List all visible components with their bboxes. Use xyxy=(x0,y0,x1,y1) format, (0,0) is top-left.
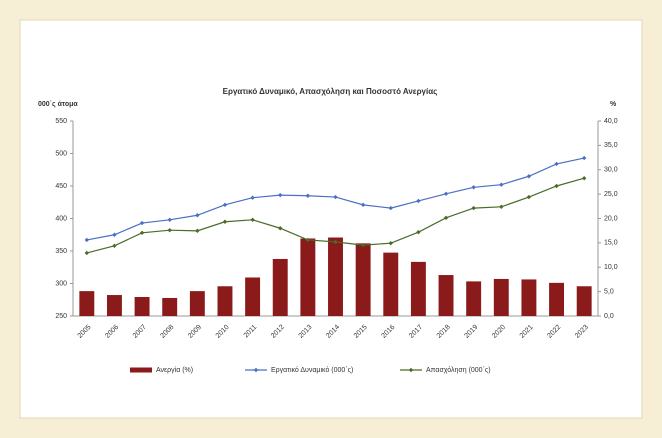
marker xyxy=(499,182,504,187)
marker xyxy=(471,185,476,190)
marker xyxy=(554,161,559,167)
marker xyxy=(84,250,90,256)
legend-label: Απασχόληση (000΄ς) xyxy=(426,366,491,374)
y2-tick-label: 20,0 xyxy=(604,215,618,222)
marker xyxy=(416,229,421,235)
bar xyxy=(217,286,233,316)
marker xyxy=(222,219,228,224)
bar xyxy=(106,295,122,316)
bar xyxy=(162,297,178,316)
marker xyxy=(112,243,117,248)
y-tick-label: 400 xyxy=(55,215,67,222)
y2-tick-label: 25,0 xyxy=(604,191,618,198)
y-axis-label: 000΄ς άτομα xyxy=(38,101,78,108)
marker xyxy=(388,205,393,211)
y2-tick-label: 5,0 xyxy=(604,288,614,295)
bar xyxy=(189,291,205,316)
bar xyxy=(493,278,509,316)
legend-swatch xyxy=(253,367,259,373)
legend-swatch xyxy=(408,367,414,373)
marker xyxy=(84,237,90,243)
y-tick-label: 250 xyxy=(55,313,67,320)
marker xyxy=(195,228,200,234)
marker xyxy=(416,198,421,204)
marker xyxy=(554,183,559,189)
marker xyxy=(139,220,145,226)
bar xyxy=(383,252,399,316)
bar xyxy=(576,286,592,316)
marker xyxy=(167,228,172,233)
bar xyxy=(549,282,565,316)
marker xyxy=(443,191,449,196)
marker xyxy=(388,241,393,246)
bar xyxy=(79,291,95,316)
bar xyxy=(272,258,288,316)
marker xyxy=(333,239,338,245)
marker xyxy=(581,176,587,181)
bar xyxy=(134,296,150,316)
bar xyxy=(245,277,261,316)
chart-title: Εργατικό Δυναμικό, Απασχόληση και Ποσοστ… xyxy=(223,87,438,96)
y2-tick-label: 40,0 xyxy=(604,118,618,125)
bar xyxy=(355,243,371,316)
y2-axis-label: % xyxy=(610,101,617,108)
y-tick-label: 300 xyxy=(55,280,67,287)
marker xyxy=(499,204,504,209)
y-tick-label: 550 xyxy=(55,118,67,125)
y2-tick-label: 10,0 xyxy=(604,264,618,271)
marker xyxy=(278,192,283,198)
marker xyxy=(333,194,338,200)
legend-label: Ανεργία (%) xyxy=(156,366,193,374)
y2-tick-label: 15,0 xyxy=(604,240,618,247)
panel xyxy=(19,19,643,419)
marker xyxy=(112,232,117,237)
y2-tick-label: 30,0 xyxy=(604,167,618,174)
y-tick-label: 350 xyxy=(55,248,67,255)
bar xyxy=(300,238,316,316)
y2-tick-label: 35,0 xyxy=(604,142,618,149)
bar xyxy=(438,275,454,316)
bar xyxy=(466,281,482,316)
marker xyxy=(526,174,532,179)
legend-label: Εργατικό Δυναμικό (000΄ς) xyxy=(271,366,353,374)
legend-swatch xyxy=(130,367,152,373)
marker xyxy=(222,202,228,208)
bar xyxy=(521,279,537,316)
marker xyxy=(526,194,532,200)
marker xyxy=(443,215,449,221)
marker xyxy=(167,217,172,222)
y-tick-label: 450 xyxy=(55,183,67,190)
marker xyxy=(360,202,366,208)
marker xyxy=(305,237,311,243)
marker xyxy=(139,230,145,235)
bar xyxy=(410,261,426,316)
marker xyxy=(250,195,255,200)
marker xyxy=(471,205,476,211)
marker xyxy=(581,155,587,161)
marker xyxy=(250,217,255,222)
y-tick-label: 500 xyxy=(55,150,67,157)
y2-tick-label: 0,0 xyxy=(604,313,614,320)
bar xyxy=(328,237,343,316)
marker xyxy=(305,193,311,198)
marker xyxy=(195,213,200,218)
marker xyxy=(360,242,366,248)
marker xyxy=(278,226,283,231)
